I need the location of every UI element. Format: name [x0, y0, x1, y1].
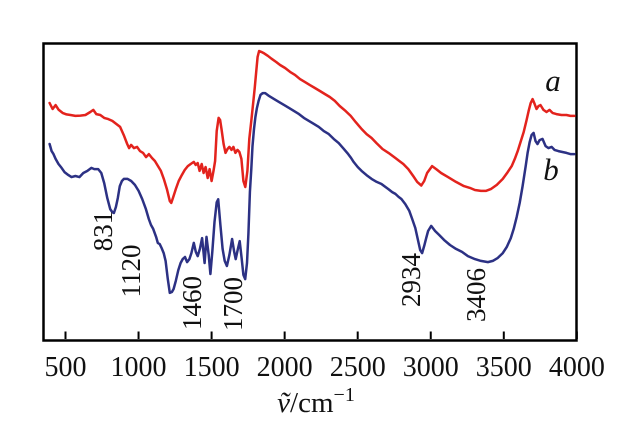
spectra-curves	[48, 49, 576, 295]
plot-frame	[42, 42, 578, 342]
x-tick-label: 2500	[330, 352, 386, 383]
x-tick-label: 3500	[476, 352, 532, 383]
x-axis-title: ṽ/cm−1	[277, 384, 355, 419]
series-label-a: a	[545, 63, 561, 98]
spectrum-curve-a	[48, 49, 576, 205]
spectrum-curve-b	[48, 91, 576, 295]
x-tick-labels: 500 1000 1500 2000 2500 3000 3500 4000	[45, 352, 605, 383]
peak-label-831: 831	[88, 211, 118, 252]
x-axis-title-unit: /cm	[290, 387, 334, 419]
peak-label-2934: 2934	[396, 253, 426, 308]
series-label-b: b	[543, 152, 559, 187]
x-axis-title-exponent: −1	[334, 384, 355, 406]
x-tick-label: 2000	[257, 352, 313, 383]
peak-label-1460: 1460	[177, 276, 207, 330]
x-axis-ticks	[64, 331, 578, 339]
peak-label-3406: 3406	[461, 268, 491, 322]
x-axis-title-symbol: ṽ	[277, 387, 291, 419]
peak-label-1700: 1700	[218, 277, 248, 331]
x-tick-label: 1500	[184, 352, 240, 383]
series-letter-labels: ab	[543, 63, 561, 187]
x-tick-label: 1000	[111, 352, 167, 383]
x-tick-label: 4000	[549, 352, 605, 383]
x-tick-label: 500	[45, 352, 87, 383]
peak-label-1120: 1120	[116, 245, 146, 298]
x-tick-label: 3000	[403, 352, 459, 383]
